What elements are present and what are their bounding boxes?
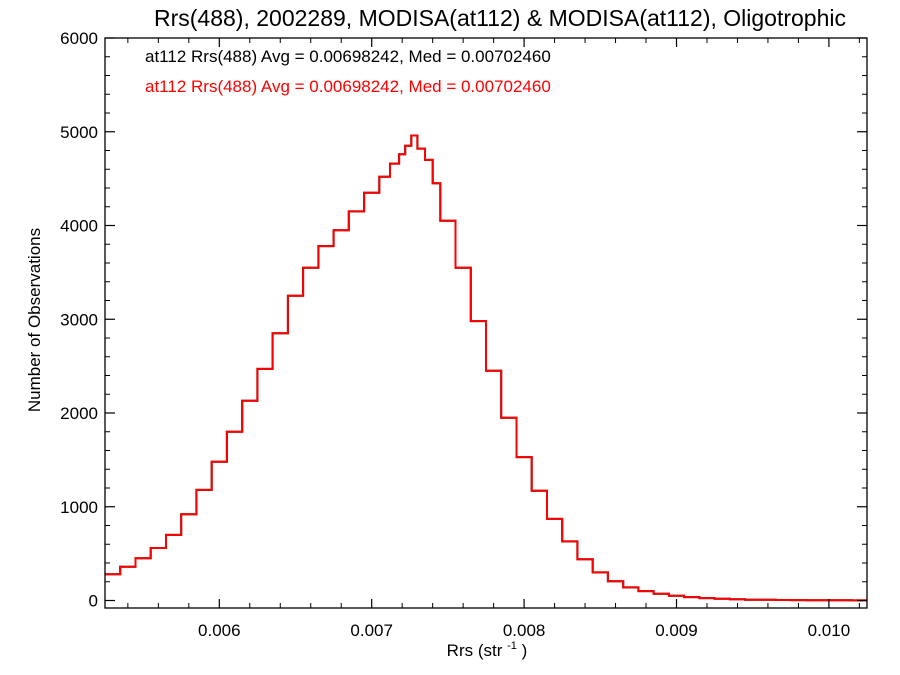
y-axis-ticks: 0 1000 2000 3000 4000 5000 6000 (60, 29, 867, 611)
x-axis-ticks: 0.006 0.007 0.008 0.009 0.010 (127, 38, 860, 640)
x-axis-label-superscript: -1 (507, 640, 517, 652)
y-tick-label: 3000 (60, 310, 98, 329)
annotation-line-black: at112 Rrs(488) Avg = 0.00698242, Med = 0… (145, 47, 551, 66)
x-axis-label: Rrs (str -1 ) (447, 634, 528, 660)
y-tick-label: 5000 (60, 123, 98, 142)
x-tick-label: 0.009 (655, 621, 698, 640)
y-tick-label: 4000 (60, 217, 98, 236)
y-tick-label: 1000 (60, 498, 98, 517)
x-tick-label: 0.008 (503, 621, 546, 640)
y-tick-label: 2000 (60, 404, 98, 423)
x-tick-label: 0.010 (808, 621, 851, 640)
x-axis-label-main: Rrs (str (447, 641, 503, 660)
x-tick-label: 0.007 (350, 621, 393, 640)
y-tick-label: 0 (89, 592, 98, 611)
series-line-1 (105, 134, 867, 602)
series-layer (105, 134, 867, 602)
plot-frame (104, 37, 868, 609)
y-tick-label: 6000 (60, 29, 98, 48)
y-axis-label: Number of Observations (25, 228, 44, 412)
x-tick-label: 0.006 (198, 621, 241, 640)
x-axis-label-suffix: ) (522, 641, 528, 660)
chart-title: Rrs(488), 2002289, MODISA(at112) & MODIS… (154, 5, 846, 31)
annotation-line-red: at112 Rrs(488) Avg = 0.00698242, Med = 0… (145, 77, 551, 96)
